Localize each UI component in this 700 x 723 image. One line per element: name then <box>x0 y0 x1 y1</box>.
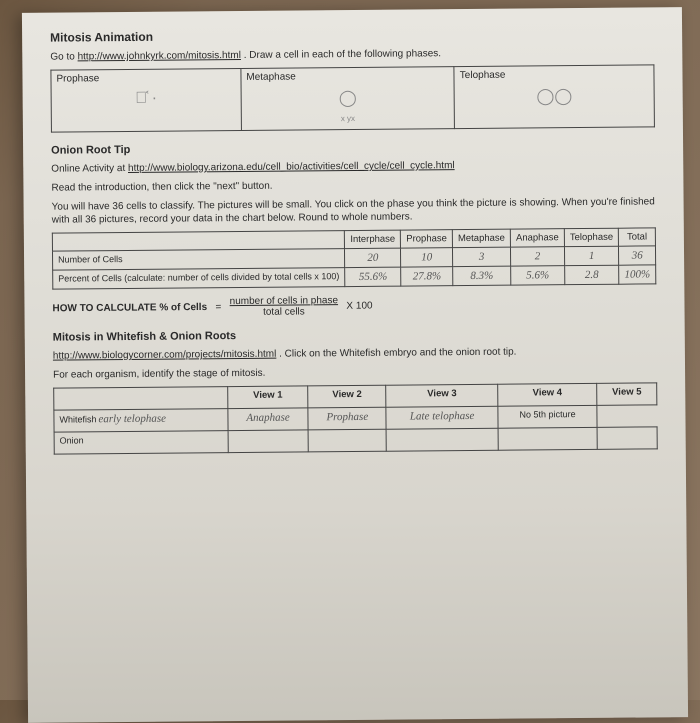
cell: 2 <box>511 247 565 266</box>
cell: 2.8 <box>565 265 620 284</box>
formula-label: HOW TO CALCULATE % of Cells <box>52 302 207 314</box>
cell: 8.3% <box>453 266 511 286</box>
table-row: Onion <box>54 427 657 454</box>
section2-title: Onion Root Tip <box>51 139 655 156</box>
instr-b: . Draw a cell in each of the following p… <box>241 48 441 61</box>
row-label: Percent of Cells (calculate: number of c… <box>53 268 346 290</box>
th: Total <box>619 228 656 246</box>
cell-inline: early telophase <box>98 413 166 426</box>
row-label: Number of Cells <box>52 249 345 271</box>
section3-line2: For each organism, identify the stage of… <box>53 363 657 381</box>
formula-mult: X 100 <box>346 300 372 311</box>
cell: No 5th picture <box>498 405 597 428</box>
formula-bot: total cells <box>263 306 305 317</box>
section1-instruction: Go to http://www.johnkyrk.com/mitosis.ht… <box>50 45 654 63</box>
cell: Prophase <box>308 407 386 430</box>
cell: 1 <box>564 246 619 265</box>
cell: 20 <box>345 248 401 267</box>
section3-line1: http://www.biologycorner.com/projects/mi… <box>53 344 657 362</box>
th-blank <box>54 387 228 411</box>
instr-a: Go to <box>50 51 77 62</box>
cell <box>498 427 597 450</box>
drawing-prophase: ◯᷾ · <box>57 83 236 109</box>
section2-line1: Online Activity at http://www.biology.ar… <box>51 157 655 175</box>
cell: 5.6% <box>511 266 565 285</box>
section2-line3: You will have 36 cells to classify. The … <box>52 195 656 226</box>
cell: 27.8% <box>401 267 453 286</box>
cell <box>386 428 498 451</box>
section1-title: Mitosis Animation <box>50 25 654 44</box>
th: View 4 <box>498 383 597 406</box>
s3after: . Click on the Whitefish embryo and the … <box>276 347 516 360</box>
s2l1a: Online Activity at <box>51 163 128 175</box>
worksheet-paper: Mitosis Animation Go to http://www.johnk… <box>22 7 688 723</box>
cell: 36 <box>619 246 656 265</box>
th: Interphase <box>345 230 401 248</box>
phase-cell-telophase: Telophase ◯◯ <box>454 65 654 129</box>
drawing-metaphase: ◯x yx <box>246 81 449 127</box>
th: View 2 <box>308 385 386 408</box>
cell <box>597 427 657 450</box>
label-text: Whitefish <box>59 414 96 424</box>
formula-eq: = <box>215 302 221 313</box>
th: View 5 <box>597 383 657 406</box>
cell <box>308 429 386 452</box>
section3-title: Mitosis in Whitefish & Onion Roots <box>53 326 657 343</box>
cell: 10 <box>401 248 453 267</box>
cell: Anaphase <box>228 408 309 431</box>
section2-line2: Read the introduction, then click the "n… <box>51 176 655 194</box>
cell: 3 <box>452 247 510 267</box>
phase-drawing-table: Prophase ◯᷾ · Metaphase ◯x yx Telophase … <box>50 64 655 132</box>
cell: Late telophase <box>386 406 498 429</box>
view-table: View 1 View 2 View 3 View 4 View 5 White… <box>53 382 658 454</box>
formula-row: HOW TO CALCULATE % of Cells = number of … <box>52 292 656 319</box>
cell: 55.6% <box>345 267 401 286</box>
section3-url: http://www.biologycorner.com/projects/mi… <box>53 349 277 362</box>
table-row: Percent of Cells (calculate: number of c… <box>53 265 656 289</box>
section1-url: http://www.johnkyrk.com/mitosis.html <box>78 50 241 62</box>
cell-count-table: Interphase Prophase Metaphase Anaphase T… <box>52 227 656 289</box>
section2-url: http://www.biology.arizona.edu/cell_bio/… <box>128 160 455 174</box>
th: Prophase <box>401 230 453 248</box>
cell: 100% <box>619 265 656 284</box>
drawing-telophase: ◯◯ <box>460 79 649 107</box>
formula-top: number of cells in phase <box>230 295 338 307</box>
phase-cell-metaphase: Metaphase ◯x yx <box>241 67 455 131</box>
th: Metaphase <box>452 229 510 248</box>
th: Anaphase <box>510 229 564 247</box>
phase-cell-prophase: Prophase ◯᷾ · <box>51 68 241 132</box>
row-label: Whitefishearly telophase <box>54 409 228 433</box>
th: View 1 <box>228 386 309 409</box>
th: View 3 <box>386 384 498 407</box>
cell <box>228 430 309 453</box>
row-label: Onion <box>54 431 228 455</box>
th: Telophase <box>564 228 618 246</box>
